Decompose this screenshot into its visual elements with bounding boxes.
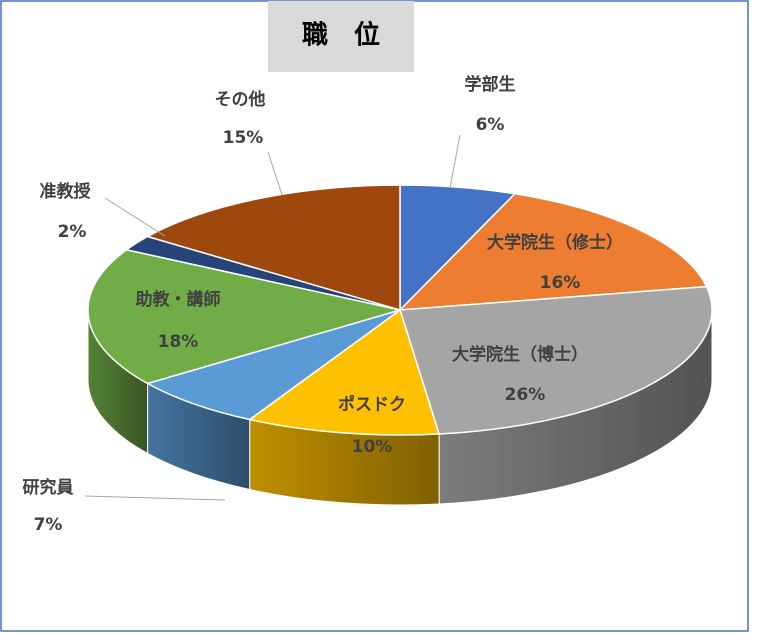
pie-sides: [87, 309, 713, 506]
value-label: 18%: [158, 332, 199, 352]
leader-line: [84, 495, 226, 501]
category-label: 学部生: [465, 74, 516, 95]
value-label: 6%: [476, 115, 505, 135]
labels: 学部生 6% 大学院生（修士） 16% 大学院生（博士） 26% ポスドク 10% 研究員 7% 助…: [23, 74, 624, 535]
category-label: 大学院生（修士）: [487, 232, 623, 253]
leader-line: [104, 197, 166, 237]
leader-line: [267, 151, 283, 196]
leader-line: [449, 134, 461, 189]
slice: [398, 192, 708, 311]
value-label: 7%: [34, 515, 63, 535]
slice: [87, 248, 401, 385]
value-label: 10%: [352, 437, 393, 457]
category-label: ポスドク: [338, 394, 406, 415]
category-label: 准教授: [40, 181, 92, 202]
category-label: 研究員: [23, 477, 74, 498]
category-label: その他: [215, 89, 266, 110]
category-label: 助教・講師: [136, 289, 221, 310]
slice: [399, 285, 713, 435]
slice: [247, 308, 441, 436]
slice: [145, 184, 401, 311]
value-label: 15%: [223, 128, 264, 148]
value-label: 26%: [505, 385, 546, 405]
value-label: 16%: [540, 273, 581, 293]
slice: [145, 309, 401, 421]
category-label: 大学院生（博士）: [452, 344, 588, 365]
chart-title: 職 位: [302, 20, 380, 51]
value-label: 2%: [58, 222, 87, 242]
title-box: [268, 1, 414, 72]
pie-tops: [87, 184, 713, 436]
